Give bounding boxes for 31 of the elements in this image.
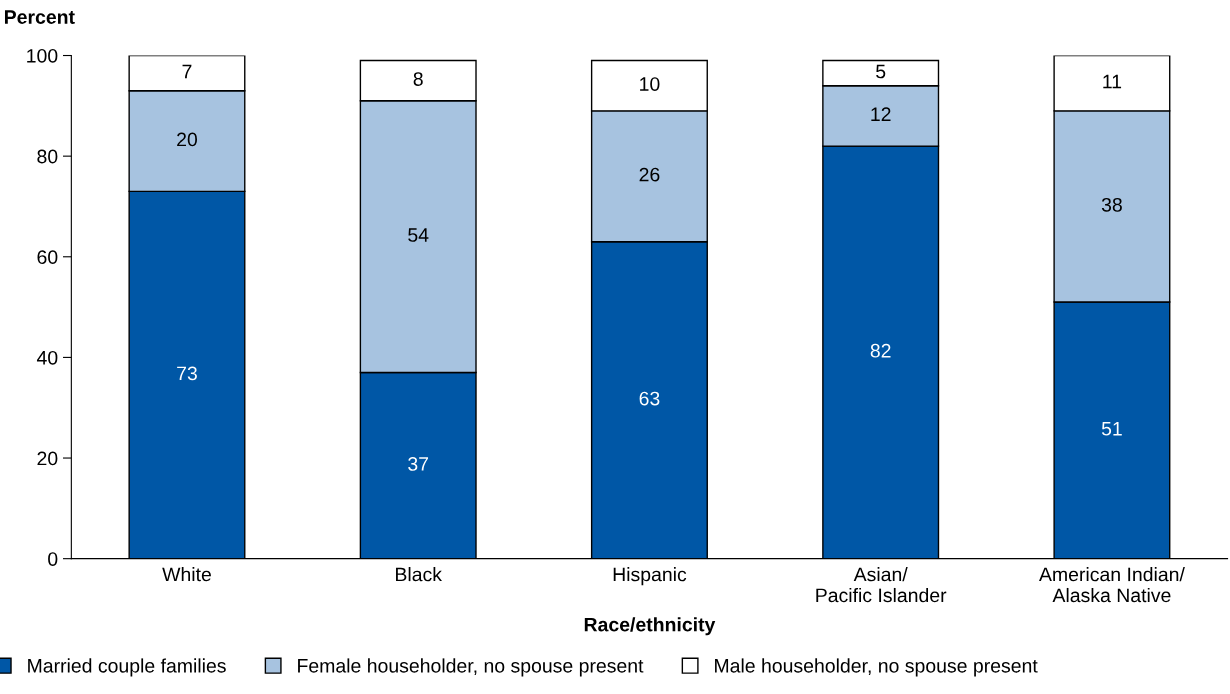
data-label: 82 [870, 343, 891, 358]
data-label: 12 [871, 107, 891, 121]
x-axis-title: Race/ethnicity [584, 617, 716, 636]
data-label: 37 [408, 457, 429, 471]
data-label: 8 [413, 72, 423, 86]
y-tick-label: 100 [27, 48, 58, 63]
data-label: 10 [640, 77, 660, 91]
legend-label: Female householder, no spouse present [298, 658, 644, 677]
legend-label: Male householder, no spouse present [715, 658, 1038, 677]
data-label: 51 [1101, 422, 1122, 436]
x-tick-label: Hispanic [613, 567, 687, 586]
data-label: 73 [177, 366, 197, 381]
x-tick-label: American Indian/ Alaska Native [1039, 567, 1185, 603]
data-label: 5 [876, 64, 886, 79]
legend-label: Married couple families [28, 658, 226, 677]
data-label: 20 [177, 132, 198, 147]
data-label: 63 [639, 391, 660, 406]
y-axis-title: Percent [4, 10, 75, 24]
x-tick-label: Asian/ Pacific Islander [816, 567, 947, 603]
x-tick-label: Black [396, 567, 442, 582]
y-tick-label: 60 [37, 250, 58, 265]
x-tick-label: White [162, 567, 211, 582]
y-tick-label: 20 [37, 451, 58, 466]
y-tick-label: 0 [48, 552, 58, 566]
data-label: 7 [182, 64, 192, 79]
y-tick-label: 80 [37, 149, 58, 164]
data-label: 38 [1101, 197, 1122, 212]
data-label: 26 [639, 167, 660, 182]
data-label: 11 [1103, 74, 1122, 89]
y-tick-label: 40 [36, 350, 58, 365]
data-label: 54 [408, 228, 429, 242]
